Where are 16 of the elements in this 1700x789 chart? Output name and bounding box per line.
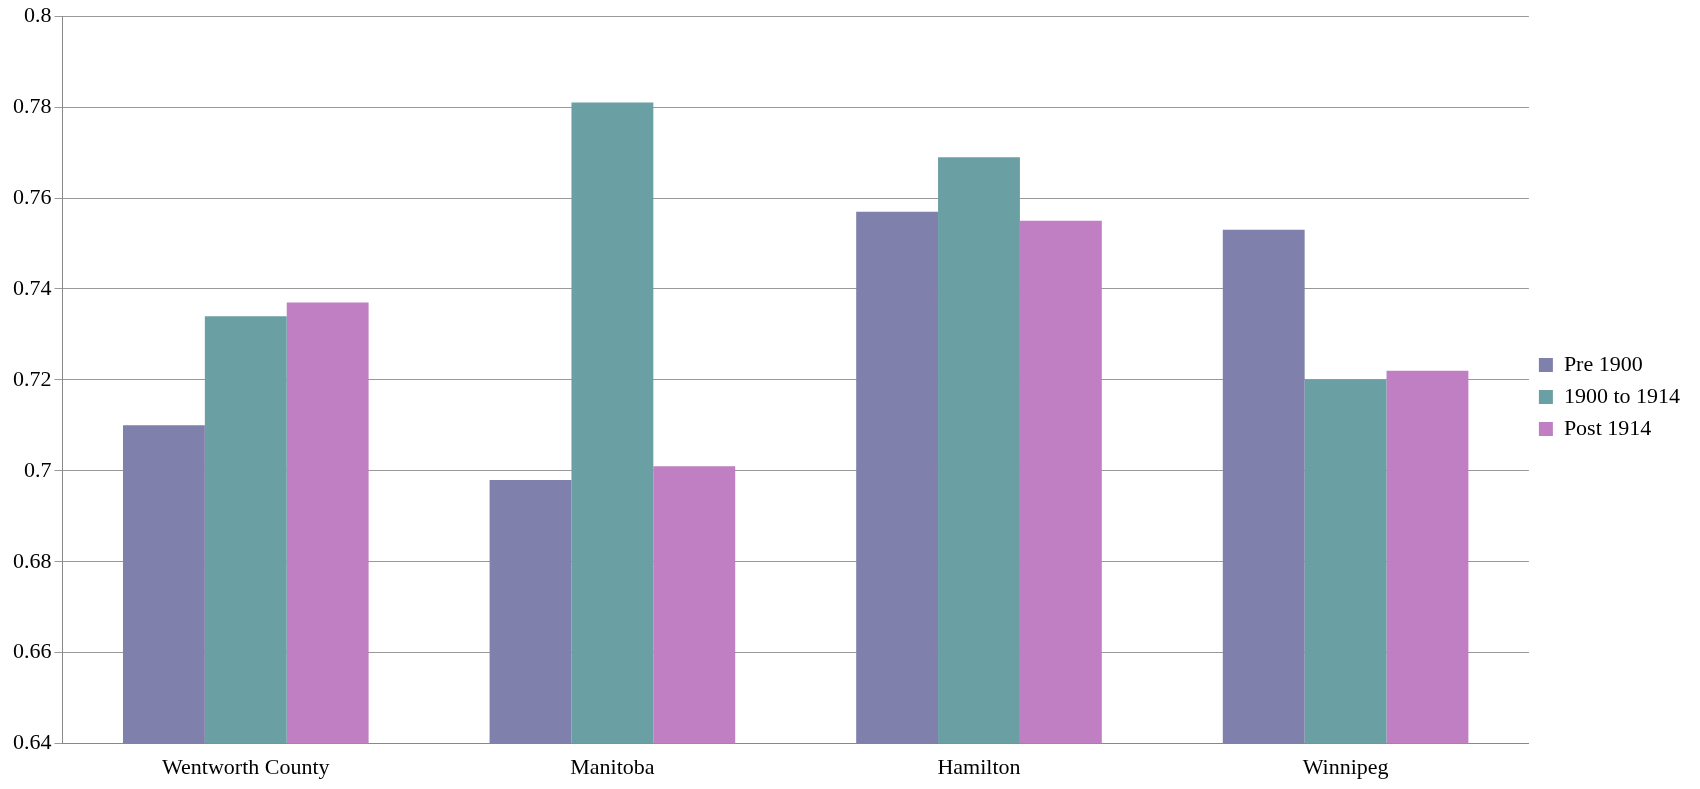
y-tick-label: 0.64 [13, 729, 52, 755]
legend-label: 1900 to 1914 [1563, 382, 1681, 408]
y-tick-label: 0.78 [13, 92, 52, 118]
x-tick-label: Winnipeg [1302, 753, 1389, 779]
legend-label: Post 1914 [1563, 414, 1652, 440]
legend-label: Pre 1900 [1563, 350, 1643, 376]
x-tick-label: Wentworth County [162, 753, 330, 779]
y-tick-label: 0.72 [13, 365, 52, 391]
y-tick-label: 0.74 [13, 274, 52, 300]
y-tick-label: 0.66 [13, 638, 52, 664]
x-tick-label: Manitoba [570, 753, 655, 779]
y-tick-label: 0.8 [24, 1, 52, 27]
y-tick-label: 0.76 [13, 183, 52, 209]
y-tick-label: 0.68 [13, 547, 52, 573]
y-tick-label: 0.7 [24, 456, 52, 482]
x-tick-label: Hamilton [937, 753, 1021, 779]
